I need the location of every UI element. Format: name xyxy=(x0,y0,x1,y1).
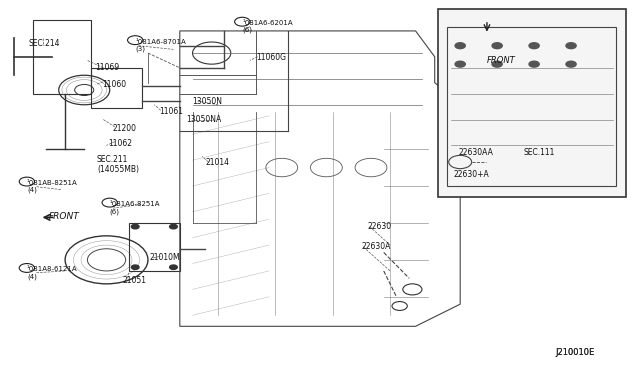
Text: SEC.214: SEC.214 xyxy=(28,39,60,48)
Circle shape xyxy=(529,61,540,67)
Text: ¹081A6-8251A
(6): ¹081A6-8251A (6) xyxy=(109,201,160,215)
Text: 21010M: 21010M xyxy=(149,253,180,263)
Text: 22630: 22630 xyxy=(368,222,392,231)
Text: 11069: 11069 xyxy=(96,63,120,72)
Text: J210010E: J210010E xyxy=(556,349,595,357)
Text: ¹081A6-6201A
(6): ¹081A6-6201A (6) xyxy=(243,20,293,33)
Text: 11060G: 11060G xyxy=(256,53,286,62)
Text: 22630A: 22630A xyxy=(362,243,391,251)
Circle shape xyxy=(19,177,35,186)
Text: 22630+A: 22630+A xyxy=(454,170,490,179)
Text: ¹081A8-6121A
(4): ¹081A8-6121A (4) xyxy=(27,266,77,279)
Text: 21014: 21014 xyxy=(205,157,229,167)
Text: 13050NA: 13050NA xyxy=(186,115,221,124)
Text: ¹081A6-8701A
(3): ¹081A6-8701A (3) xyxy=(135,39,186,52)
Circle shape xyxy=(131,265,139,269)
Circle shape xyxy=(492,61,502,67)
Text: ¹081AB-8251A
(4): ¹081AB-8251A (4) xyxy=(27,180,77,193)
Text: 13050N: 13050N xyxy=(193,97,223,106)
Circle shape xyxy=(566,61,576,67)
Text: 22630AA: 22630AA xyxy=(459,148,494,157)
Circle shape xyxy=(170,265,177,269)
Text: FRONT: FRONT xyxy=(487,56,516,65)
Text: SEC.111: SEC.111 xyxy=(524,148,556,157)
Text: SEC.211
(14055MB): SEC.211 (14055MB) xyxy=(97,155,139,174)
Text: 11062: 11062 xyxy=(108,139,132,148)
Circle shape xyxy=(131,224,139,229)
Text: 11060: 11060 xyxy=(102,80,126,89)
Circle shape xyxy=(102,198,117,207)
Circle shape xyxy=(455,61,465,67)
Circle shape xyxy=(529,43,540,49)
Bar xyxy=(438,9,626,197)
Circle shape xyxy=(127,36,143,45)
Circle shape xyxy=(455,43,465,49)
Text: 21200: 21200 xyxy=(113,124,137,133)
Circle shape xyxy=(19,263,35,272)
Text: FRONT: FRONT xyxy=(49,212,80,221)
Text: J210010E: J210010E xyxy=(556,349,595,357)
Circle shape xyxy=(492,43,502,49)
Circle shape xyxy=(235,17,250,26)
Circle shape xyxy=(170,224,177,229)
Text: 11061: 11061 xyxy=(159,107,184,116)
Text: 21051: 21051 xyxy=(122,276,147,285)
Circle shape xyxy=(566,43,576,49)
